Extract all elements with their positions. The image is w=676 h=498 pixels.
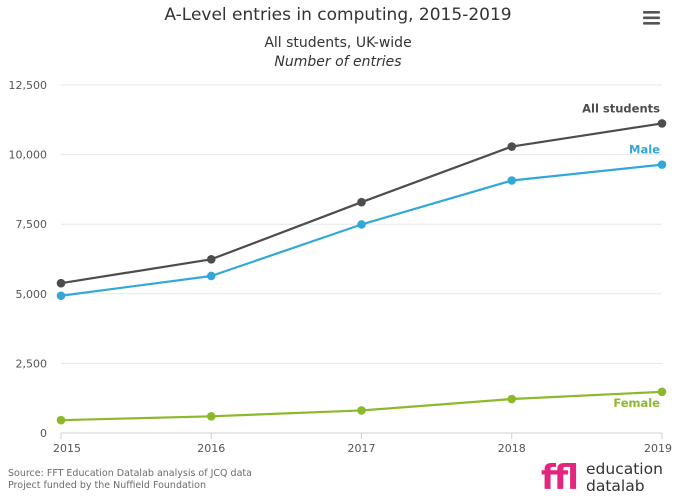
data-point[interactable]: [507, 142, 517, 151]
data-point[interactable]: [206, 254, 216, 264]
funding-credit: Project funded by the Nuffield Foundatio…: [8, 480, 206, 491]
data-point[interactable]: [657, 119, 667, 128]
y-tick-label: 7,500: [16, 218, 48, 231]
y-tick-label: 0: [40, 427, 47, 440]
hamburger-menu-icon[interactable]: [643, 11, 660, 25]
data-point[interactable]: [357, 406, 366, 415]
logo-line1: education: [586, 460, 663, 478]
chart-subtitle: All students, UK-wide: [264, 35, 411, 51]
x-tick-label: 2015: [53, 442, 81, 455]
data-point[interactable]: [56, 278, 66, 288]
source-credit[interactable]: Source: FFT Education Datalab analysis o…: [8, 468, 252, 479]
data-point[interactable]: [357, 220, 366, 229]
series-name-label: All students: [582, 101, 660, 115]
data-point[interactable]: [357, 197, 366, 207]
chart-units: Number of entries: [274, 54, 401, 70]
data-point[interactable]: [56, 291, 66, 301]
data-point[interactable]: [56, 415, 66, 425]
series-name-label: Male: [629, 143, 660, 157]
series-line: [60, 163, 663, 297]
x-tick-label: 2017: [348, 442, 376, 455]
series-name-label: Female: [613, 396, 660, 410]
data-point[interactable]: [206, 411, 216, 421]
data-point[interactable]: [507, 176, 517, 185]
data-point[interactable]: [657, 160, 667, 169]
y-tick-label: 12,500: [9, 79, 48, 92]
data-point[interactable]: [206, 271, 216, 281]
series-line: [60, 390, 663, 422]
series-layer: [56, 119, 667, 425]
x-tick-label: 2019: [644, 442, 672, 455]
y-axis-labels: 0 2,500 5,000 7,500 10,000 12,500: [9, 79, 48, 440]
x-tick-label: 2018: [498, 442, 526, 455]
logo-mark: ffl: [541, 458, 579, 498]
data-point[interactable]: [657, 387, 667, 397]
series-labels: All students Male Female: [582, 101, 660, 409]
y-tick-label: 2,500: [16, 357, 48, 370]
logo-line2: datalab: [586, 477, 645, 495]
x-tick-label: 2016: [197, 442, 225, 455]
y-tick-label: 5,000: [16, 288, 48, 301]
y-tick-label: 10,000: [9, 149, 48, 162]
education-datalab-logo: ffl education datalab: [541, 458, 663, 498]
x-axis-labels: 2015 2016 2017 2018 2019: [53, 433, 672, 455]
chart-title: A-Level entries in computing, 2015-2019: [164, 5, 511, 25]
data-point[interactable]: [507, 394, 517, 404]
